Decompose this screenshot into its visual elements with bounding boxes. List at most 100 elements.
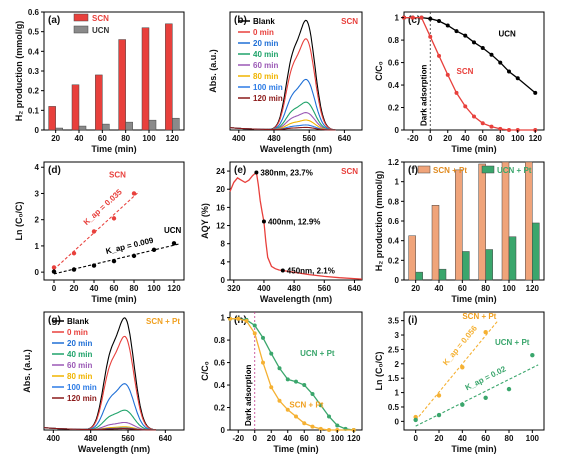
- aqy-point-label: 450nm, 2.1%: [287, 266, 335, 275]
- y-axis-label: Ln (C₀/C): [14, 201, 24, 240]
- y-tick-label: 1.2: [388, 158, 400, 167]
- series-label: UCN + Pt: [300, 349, 335, 358]
- data-point: [91, 263, 97, 268]
- series-label: SCN + Pt: [289, 401, 323, 410]
- fit-label: K_ap = 0.035: [82, 187, 124, 227]
- data-point: [131, 191, 137, 196]
- data-point: [463, 104, 468, 109]
- data-point: [437, 53, 441, 58]
- data-point: [327, 414, 331, 419]
- data-point: [533, 90, 538, 95]
- legend-label: SCN: [92, 14, 109, 23]
- bar-ucn: [55, 127, 63, 131]
- data-point: [51, 269, 57, 274]
- panel-label: (h): [234, 315, 247, 326]
- x-tick-label: 60: [481, 434, 490, 443]
- data-point: [483, 395, 488, 400]
- legend-label: SCN + Pt: [433, 166, 467, 175]
- y-tick-label: 24: [216, 167, 225, 176]
- bar-scn-pt: [501, 161, 510, 281]
- series-label: UCN: [499, 30, 517, 39]
- data-point: [480, 45, 485, 50]
- bar-ucn-pt: [485, 249, 493, 281]
- data-point: [445, 72, 450, 77]
- y-tick-label: 20: [216, 185, 225, 194]
- data-point: [515, 76, 520, 81]
- y-tick-label: 0.8: [388, 36, 400, 45]
- legend-label: 20 min: [67, 339, 92, 348]
- panel-a: (a) 20 40 60 80 100 120 Time (min) 0 0.1 0.2 0.3 0.4…: [14, 8, 185, 154]
- x-axis-label: Wavelength (nm): [260, 294, 332, 304]
- legend-label: 60 min: [67, 361, 92, 370]
- x-tick-label: 60: [478, 134, 487, 143]
- bar-ucn: [148, 119, 157, 131]
- x-tick-label: 560: [318, 284, 332, 293]
- data-point: [111, 216, 117, 221]
- y-tick-label: 0.6: [214, 359, 226, 368]
- x-tick-label: 100: [331, 434, 345, 443]
- legend-label: UCN: [92, 26, 110, 35]
- panel-label: (d): [48, 165, 61, 176]
- x-tick-label: 640: [348, 284, 362, 293]
- legend-label: 20 min: [253, 39, 278, 48]
- plot-frame: [43, 11, 185, 131]
- x-tick-label: 80: [316, 434, 325, 443]
- x-tick-label: 0: [253, 434, 258, 443]
- legend-swatch: [481, 165, 495, 174]
- legend-swatch: [417, 165, 431, 174]
- x-tick-label: 120: [529, 134, 543, 143]
- x-axis-label: Time (min): [451, 144, 496, 154]
- legend-label: 60 min: [253, 61, 278, 70]
- x-tick-label: 40: [435, 284, 444, 293]
- bar-scn-pt: [455, 169, 463, 281]
- aqy-curve: [229, 171, 363, 280]
- data-point: [489, 124, 494, 129]
- x-tick-label: 560: [303, 134, 317, 143]
- y-tick-label: 8: [221, 240, 226, 249]
- y-tick-label: 1: [395, 14, 400, 23]
- y-axis-label: Abs. (a.u.): [208, 49, 218, 93]
- x-tick-label: 120: [167, 284, 181, 293]
- y-tick-label: 0.6: [388, 59, 400, 68]
- x-tick-label: 320: [227, 284, 241, 293]
- plot-frame: [229, 161, 363, 281]
- y-tick-label: 1.5: [388, 374, 400, 383]
- y-tick-label: 0.2: [214, 404, 226, 413]
- data-point: [71, 267, 77, 272]
- x-tick-label: 40: [458, 434, 467, 443]
- data-point: [131, 253, 137, 259]
- x-tick-label: 100: [147, 284, 161, 293]
- x-tick-label: 480: [84, 434, 98, 443]
- curve-ucn-pt: [230, 318, 354, 431]
- y-tick-label: 0.2: [28, 87, 40, 96]
- plot-frame: [403, 311, 545, 431]
- bar-scn: [118, 39, 126, 131]
- data-point: [530, 352, 535, 358]
- y-tick-label: 1: [221, 314, 226, 323]
- y-tick-label: 2.5: [388, 345, 400, 354]
- data-point: [269, 385, 274, 390]
- data-point: [445, 23, 450, 28]
- y-tick-label: 3: [35, 189, 40, 198]
- bar-scn-pt: [525, 161, 533, 281]
- panel-h: (h) Dark adsorption-20 0 20 40 60 80 100 120 Time…: [200, 311, 363, 454]
- data-point: [460, 402, 465, 407]
- x-tick-label: 80: [496, 134, 505, 143]
- bar-ucn: [102, 123, 110, 131]
- aqy-point-label: 400nm, 12.9%: [268, 217, 320, 226]
- x-tick-label: 0: [428, 134, 433, 143]
- series-label: SCN: [109, 171, 126, 180]
- aqy-point: [261, 219, 266, 224]
- legend-label: 120 min: [67, 394, 97, 403]
- bar-ucn: [78, 125, 87, 131]
- dark-adsorption-label: Dark adsorption: [244, 365, 253, 426]
- data-point: [318, 403, 323, 408]
- legend-label: 100 min: [253, 83, 283, 92]
- x-tick-label: 640: [338, 134, 352, 143]
- y-tick-label: 0.6: [28, 8, 40, 17]
- data-point: [252, 323, 257, 328]
- series-label: UCN: [164, 226, 182, 235]
- data-point: [252, 331, 257, 336]
